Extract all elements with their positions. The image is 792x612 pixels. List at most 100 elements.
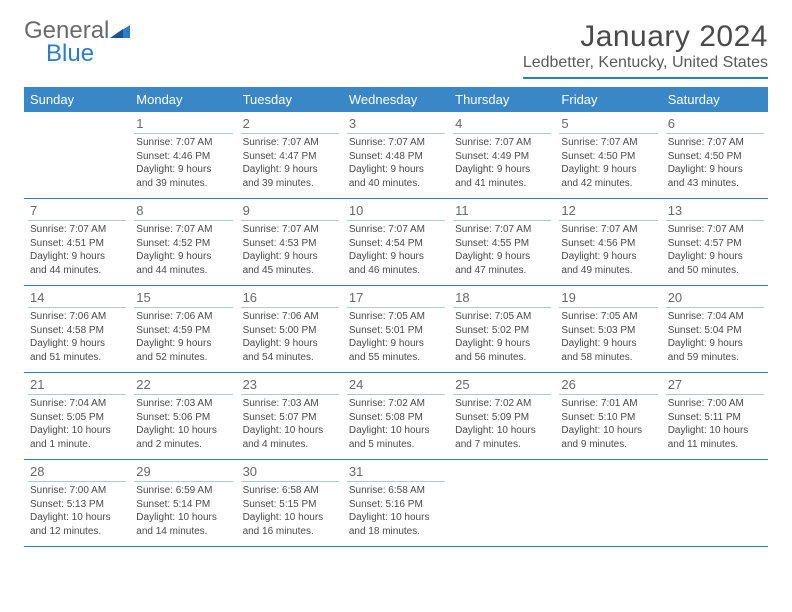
day-header: Tuesday [237,87,343,112]
day-number: 22 [134,376,232,395]
day-header: Monday [130,87,236,112]
day-detail: Sunrise: 7:07 AMSunset: 4:49 PMDaylight:… [453,136,551,190]
day-detail: Sunrise: 7:07 AMSunset: 4:47 PMDaylight:… [241,136,339,190]
day-number: 20 [666,289,764,308]
day-detail: Sunrise: 7:07 AMSunset: 4:55 PMDaylight:… [453,223,551,277]
day-number: 29 [134,463,232,482]
day-cell: 12 Sunrise: 7:07 AMSunset: 4:56 PMDayligh… [555,199,661,285]
day-number: 21 [28,376,126,395]
day-number: 17 [347,289,445,308]
day-detail: Sunrise: 7:05 AMSunset: 5:01 PMDaylight:… [347,310,445,364]
day-detail: Sunrise: 7:07 AMSunset: 4:53 PMDaylight:… [241,223,339,277]
day-cell [662,460,768,546]
day-number: 8 [134,202,232,221]
logo-text-2: Blue [46,40,94,67]
day-cell: 13 Sunrise: 7:07 AMSunset: 4:57 PMDayligh… [662,199,768,285]
day-detail: Sunrise: 7:05 AMSunset: 5:03 PMDaylight:… [559,310,657,364]
day-number: 1 [134,115,232,134]
calendar: Sunday Monday Tuesday Wednesday Thursday… [24,87,768,547]
day-cell: 6Sunrise: 7:07 AMSunset: 4:50 PMDaylight… [662,112,768,198]
location-rule: Ledbetter, Kentucky, United States [523,54,768,79]
day-number: 18 [453,289,551,308]
day-cell: 16Sunrise: 7:06 AMSunset: 5:00 PMDayligh… [237,286,343,372]
day-cell: 20 Sunrise: 7:04 AMSunset: 5:04 PMDayligh… [662,286,768,372]
day-number: 27 [666,376,764,395]
day-detail: Sunrise: 7:00 AMSunset: 5:13 PMDaylight:… [28,484,126,538]
day-detail: Sunrise: 7:07 AMSunset: 4:48 PMDaylight:… [347,136,445,190]
day-cell: 27 Sunrise: 7:00 AMSunset: 5:11 PMDayligh… [662,373,768,459]
day-cell: 3 Sunrise: 7:07 AMSunset: 4:48 PMDaylight… [343,112,449,198]
day-number: 31 [347,463,445,482]
day-number: 12 [559,202,657,221]
day-header: Friday [555,87,661,112]
day-cell: 18 Sunrise: 7:05 AMSunset: 5:02 PMDayligh… [449,286,555,372]
day-detail: Sunrise: 7:04 AMSunset: 5:05 PMDaylight:… [28,397,126,451]
day-cell [449,460,555,546]
day-detail: Sunrise: 7:07 AMSunset: 4:50 PMDaylight:… [666,136,764,190]
day-detail: Sunrise: 7:01 AMSunset: 5:10 PMDaylight:… [559,397,657,451]
day-cell: 2 Sunrise: 7:07 AMSunset: 4:47 PMDaylight… [237,112,343,198]
day-cell: 7Sunrise: 7:07 AMSunset: 4:51 PMDaylight… [24,199,130,285]
day-number: 4 [453,115,551,134]
day-header: Wednesday [343,87,449,112]
day-detail: Sunrise: 7:00 AMSunset: 5:11 PMDaylight:… [666,397,764,451]
day-cell: 28 Sunrise: 7:00 AMSunset: 5:13 PMDayligh… [24,460,130,546]
day-cell: 31 Sunrise: 6:58 AMSunset: 5:16 PMDayligh… [343,460,449,546]
day-detail: Sunrise: 7:03 AMSunset: 5:07 PMDaylight:… [241,397,339,451]
day-number: 2 [241,115,339,134]
day-number: 28 [28,463,126,482]
day-detail: Sunrise: 7:07 AMSunset: 4:57 PMDaylight:… [666,223,764,277]
day-detail: Sunrise: 6:59 AMSunset: 5:14 PMDaylight:… [134,484,232,538]
day-detail: Sunrise: 7:06 AMSunset: 5:00 PMDaylight:… [241,310,339,364]
title-block: January 2024 Ledbetter, Kentucky, United… [523,20,768,79]
week-row: 1Sunrise: 7:07 AMSunset: 4:46 PMDaylight… [24,112,768,199]
day-number: 10 [347,202,445,221]
day-number: 9 [241,202,339,221]
day-header: Thursday [449,87,555,112]
day-header-row: Sunday Monday Tuesday Wednesday Thursday… [24,87,768,112]
day-detail: Sunrise: 7:04 AMSunset: 5:04 PMDaylight:… [666,310,764,364]
day-number: 25 [453,376,551,395]
day-number: 7 [28,202,126,221]
week-row: 28 Sunrise: 7:00 AMSunset: 5:13 PMDayligh… [24,460,768,547]
logo-triangle-icon [110,20,130,43]
day-cell: 26 Sunrise: 7:01 AMSunset: 5:10 PMDayligh… [555,373,661,459]
day-number: 14 [28,289,126,308]
day-number: 23 [241,376,339,395]
day-number: 19 [559,289,657,308]
day-number: 13 [666,202,764,221]
day-header: Sunday [24,87,130,112]
day-cell: 21 Sunrise: 7:04 AMSunset: 5:05 PMDayligh… [24,373,130,459]
day-cell: 10Sunrise: 7:07 AMSunset: 4:54 PMDayligh… [343,199,449,285]
day-detail: Sunrise: 7:07 AMSunset: 4:56 PMDaylight:… [559,223,657,277]
day-cell [555,460,661,546]
day-cell: 14 Sunrise: 7:06 AMSunset: 4:58 PMDayligh… [24,286,130,372]
day-cell: 4 Sunrise: 7:07 AMSunset: 4:49 PMDaylight… [449,112,555,198]
day-detail: Sunrise: 6:58 AMSunset: 5:16 PMDaylight:… [347,484,445,538]
day-cell: 15Sunrise: 7:06 AMSunset: 4:59 PMDayligh… [130,286,236,372]
day-header: Saturday [662,87,768,112]
day-cell [24,112,130,198]
day-cell: 22 Sunrise: 7:03 AMSunset: 5:06 PMDayligh… [130,373,236,459]
day-detail: Sunrise: 6:58 AMSunset: 5:15 PMDaylight:… [241,484,339,538]
day-cell: 30Sunrise: 6:58 AMSunset: 5:15 PMDayligh… [237,460,343,546]
day-number: 26 [559,376,657,395]
day-number: 3 [347,115,445,134]
week-row: 7Sunrise: 7:07 AMSunset: 4:51 PMDaylight… [24,199,768,286]
weeks-container: 1Sunrise: 7:07 AMSunset: 4:46 PMDaylight… [24,112,768,547]
day-cell: 17 Sunrise: 7:05 AMSunset: 5:01 PMDayligh… [343,286,449,372]
day-cell: 23 Sunrise: 7:03 AMSunset: 5:07 PMDayligh… [237,373,343,459]
day-detail: Sunrise: 7:06 AMSunset: 4:58 PMDaylight:… [28,310,126,364]
day-detail: Sunrise: 7:05 AMSunset: 5:02 PMDaylight:… [453,310,551,364]
day-number: 5 [559,115,657,134]
day-cell: 11Sunrise: 7:07 AMSunset: 4:55 PMDayligh… [449,199,555,285]
day-detail: Sunrise: 7:06 AMSunset: 4:59 PMDaylight:… [134,310,232,364]
day-cell: 29 Sunrise: 6:59 AMSunset: 5:14 PMDayligh… [130,460,236,546]
header: GeneralBlue January 2024 Ledbetter, Kent… [24,20,768,79]
day-cell: 9 Sunrise: 7:07 AMSunset: 4:53 PMDaylight… [237,199,343,285]
day-detail: Sunrise: 7:03 AMSunset: 5:06 PMDaylight:… [134,397,232,451]
day-detail: Sunrise: 7:07 AMSunset: 4:50 PMDaylight:… [559,136,657,190]
day-cell: 1Sunrise: 7:07 AMSunset: 4:46 PMDaylight… [130,112,236,198]
day-number: 24 [347,376,445,395]
day-cell: 24Sunrise: 7:02 AMSunset: 5:08 PMDayligh… [343,373,449,459]
